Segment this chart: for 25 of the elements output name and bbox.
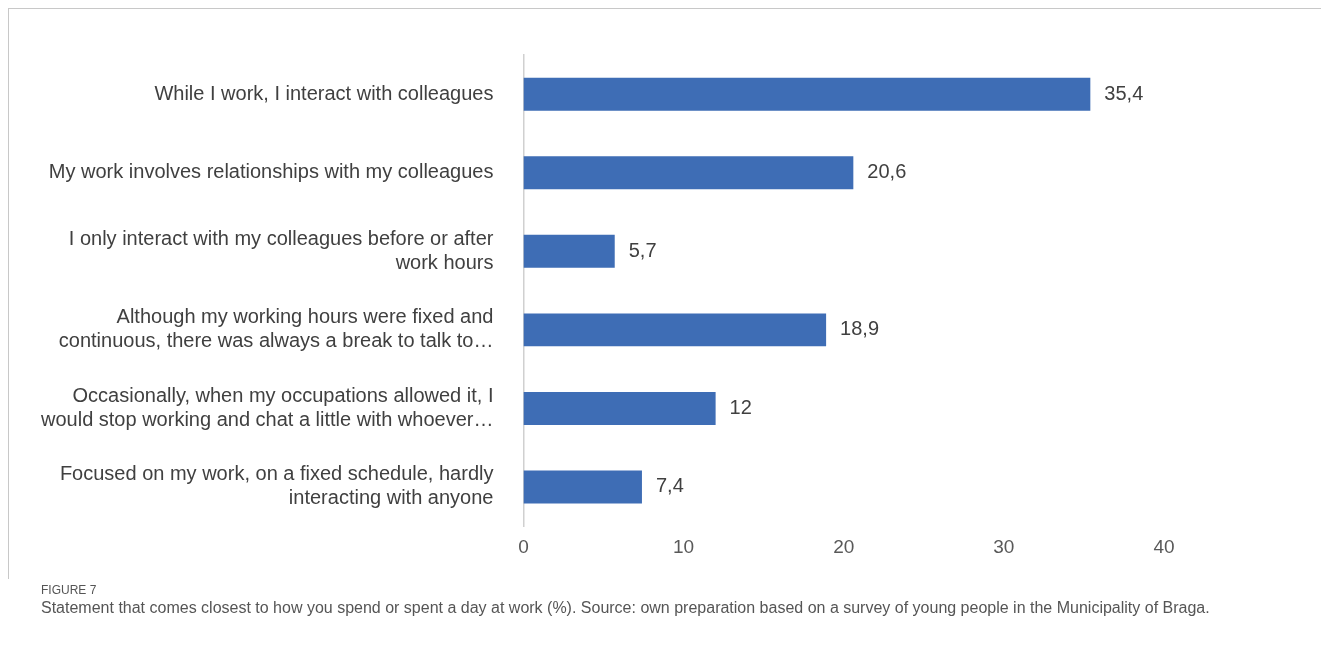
caption: FIGURE 7: [41, 583, 98, 597]
text: Statement that comes closest to how you spend or spent a day at work (%). Source: own preparation based on a survey of young people in the Municipality of Braga.: [41, 598, 1211, 618]
x-tick-label: 20: [833, 535, 855, 557]
bar: [523, 391, 716, 425]
y-tick-label: I only interact with my colleagues before or after work hours: [68, 226, 494, 273]
x-tick-label: 30: [993, 535, 1015, 557]
x-tick-label: 40: [1153, 535, 1175, 557]
bar: [523, 234, 615, 268]
bar: [523, 313, 827, 347]
y-tick-label: Occasionally, when my occupations allowed it, I would stop working and chat a little with whoever…: [40, 383, 494, 430]
data-label: 20,6: [867, 160, 907, 183]
y-tick-label: Although my working hours were fixed and continuous, there was always a break to talk to…: [58, 305, 494, 352]
bar: [523, 470, 642, 504]
bar: [523, 77, 1091, 111]
data-label: 18,9: [840, 317, 880, 340]
bar: [523, 156, 854, 190]
data-label: 35,4: [1104, 81, 1144, 104]
y-tick-label: Focused on my work, on a fixed schedule, hardly interacting with anyone: [59, 462, 494, 509]
y-tick-label: While I work, I interact with colleagues: [154, 81, 494, 104]
data-label: 12: [729, 395, 752, 418]
y-tick-label: My work involves relationships with my colleagues: [48, 160, 494, 183]
x-tick-label: 10: [673, 535, 695, 557]
x-tick-label: 0: [518, 535, 529, 557]
data-label: 7,4: [655, 474, 684, 497]
data-label: 5,7: [628, 238, 657, 261]
